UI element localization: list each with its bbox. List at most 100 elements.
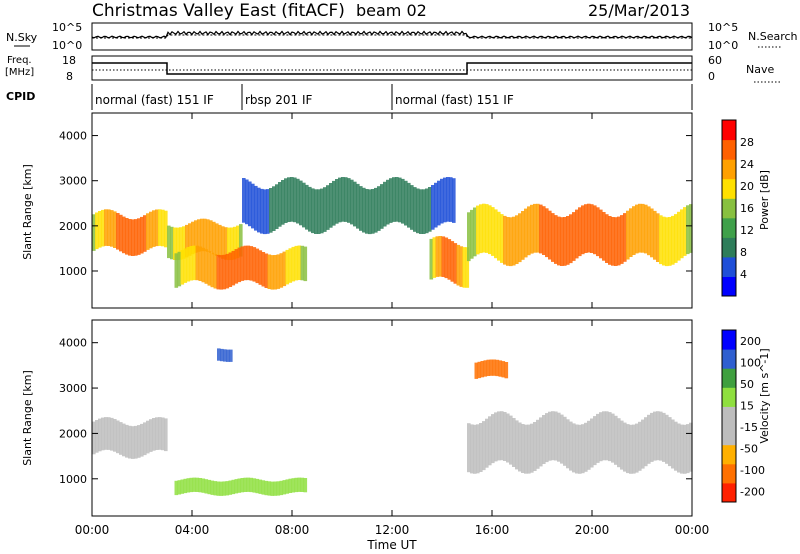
heatmap-cell [273, 481, 278, 496]
heatmap-cell [212, 221, 216, 255]
heatmap-cell [137, 218, 141, 255]
heatmap-cell [545, 413, 549, 463]
heatmap-cell [155, 417, 159, 450]
heatmap-cell [689, 204, 693, 253]
heatmap-cell [300, 477, 305, 492]
heatmap-cell [177, 480, 182, 495]
heatmap-cell [551, 213, 555, 262]
heatmap-cell [671, 215, 675, 265]
heatmap-cell [485, 204, 489, 253]
heatmap-cell [462, 247, 467, 288]
heatmap-cell [504, 362, 509, 379]
heatmap-cell [477, 361, 482, 379]
heatmap-cell [236, 225, 240, 259]
heatmap-cell [128, 219, 132, 256]
heatmap-cell [189, 477, 194, 493]
heatmap-cell [410, 185, 414, 230]
colorbar-swatch [722, 425, 736, 446]
heatmap-cell [644, 417, 648, 467]
heatmap-cell [569, 214, 573, 264]
heatmap-cell [285, 479, 290, 494]
heatmap-cell [581, 205, 585, 255]
heatmap-cell [365, 189, 369, 234]
heatmap-cell [137, 425, 141, 458]
power-colorbar-label: Power [dB] [758, 170, 771, 230]
heatmap-cell [395, 177, 399, 222]
heatmap-cell [226, 349, 230, 362]
heatmap-cell [98, 418, 102, 452]
heatmap-cell [533, 422, 537, 471]
velocity-y-label: Slant Range [km] [21, 370, 34, 466]
heatmap-cell [416, 188, 420, 234]
heatmap-cell [288, 248, 293, 283]
heatmap-cell [234, 479, 239, 494]
heatmap-cell [182, 226, 186, 259]
heatmap-cell [98, 211, 102, 248]
heatmap-cell [521, 211, 525, 260]
heatmap-cell [189, 246, 194, 281]
heatmap-cell [650, 208, 654, 258]
heatmap-cell [164, 418, 168, 452]
heatmap-cell [389, 178, 393, 223]
heatmap-cell [353, 181, 357, 227]
velocity-y-axis: 1000 2000 3000 4000 [59, 337, 692, 486]
heatmap-cell [653, 210, 657, 260]
heatmap-cell [229, 349, 233, 362]
heatmap-cell [173, 227, 177, 260]
heatmap-cell [554, 215, 558, 264]
heatmap-cell [446, 177, 450, 222]
heatmap-cell [222, 481, 227, 496]
heatmap-cell [329, 183, 333, 228]
heatmap-cell [275, 184, 279, 229]
heatmap-cell [545, 208, 549, 258]
heatmap-cell [255, 478, 260, 494]
heatmap-cell [203, 218, 207, 252]
colorbar-tick-label: 8 [740, 246, 747, 259]
heatmap-cell [344, 177, 348, 222]
heatmap-cell [201, 247, 206, 283]
heatmap-cell [599, 412, 603, 462]
heatmap-cell [635, 423, 639, 473]
heatmap-cell [245, 179, 249, 225]
heatmap-cell [177, 251, 182, 287]
colorbar-swatch [722, 178, 736, 199]
heatmap-cell [686, 205, 690, 255]
heatmap-cell [174, 480, 179, 496]
heatmap-cell [500, 214, 504, 263]
nsky-label: N.Sky [6, 31, 38, 44]
heatmap-cell [267, 481, 272, 496]
heatmap-cell [293, 177, 297, 223]
nsearch-tick-bottom: 10^0 [708, 39, 738, 52]
heatmap-cell [434, 182, 438, 228]
heatmap-cell [185, 224, 189, 258]
heatmap-cell [287, 177, 291, 222]
heatmap-cell [680, 209, 684, 259]
heatmap-cell [509, 217, 513, 267]
heatmap-cell [647, 414, 651, 464]
heatmap-cell [441, 236, 446, 277]
heatmap-cell [197, 219, 201, 252]
heatmap-cell [220, 348, 224, 362]
heatmap-cell [488, 205, 492, 255]
heatmap-cell [392, 177, 396, 222]
heatmap-cell [101, 417, 105, 451]
heatmap-cell [92, 421, 96, 455]
x-tick-label: 16:00 [475, 523, 510, 537]
heatmap-cell [602, 411, 606, 461]
heatmap-cell [489, 359, 494, 376]
heatmap-cell [149, 211, 153, 249]
colorbar-swatch [722, 444, 736, 465]
heatmap-cell [476, 205, 480, 255]
heatmap-cell [515, 420, 519, 470]
heatmap-cell [107, 209, 111, 246]
heatmap-cell [635, 204, 639, 254]
power-y-label: Slant Range [km] [21, 164, 34, 260]
nsky-line [91, 30, 693, 39]
heatmap-cell [614, 415, 618, 465]
heatmap-cell [270, 255, 275, 290]
heatmap-cell [632, 424, 636, 474]
heatmap-cell [231, 479, 236, 495]
heatmap-cell [252, 478, 257, 493]
heatmap-cell [359, 186, 363, 231]
heatmap-cell [149, 419, 153, 452]
